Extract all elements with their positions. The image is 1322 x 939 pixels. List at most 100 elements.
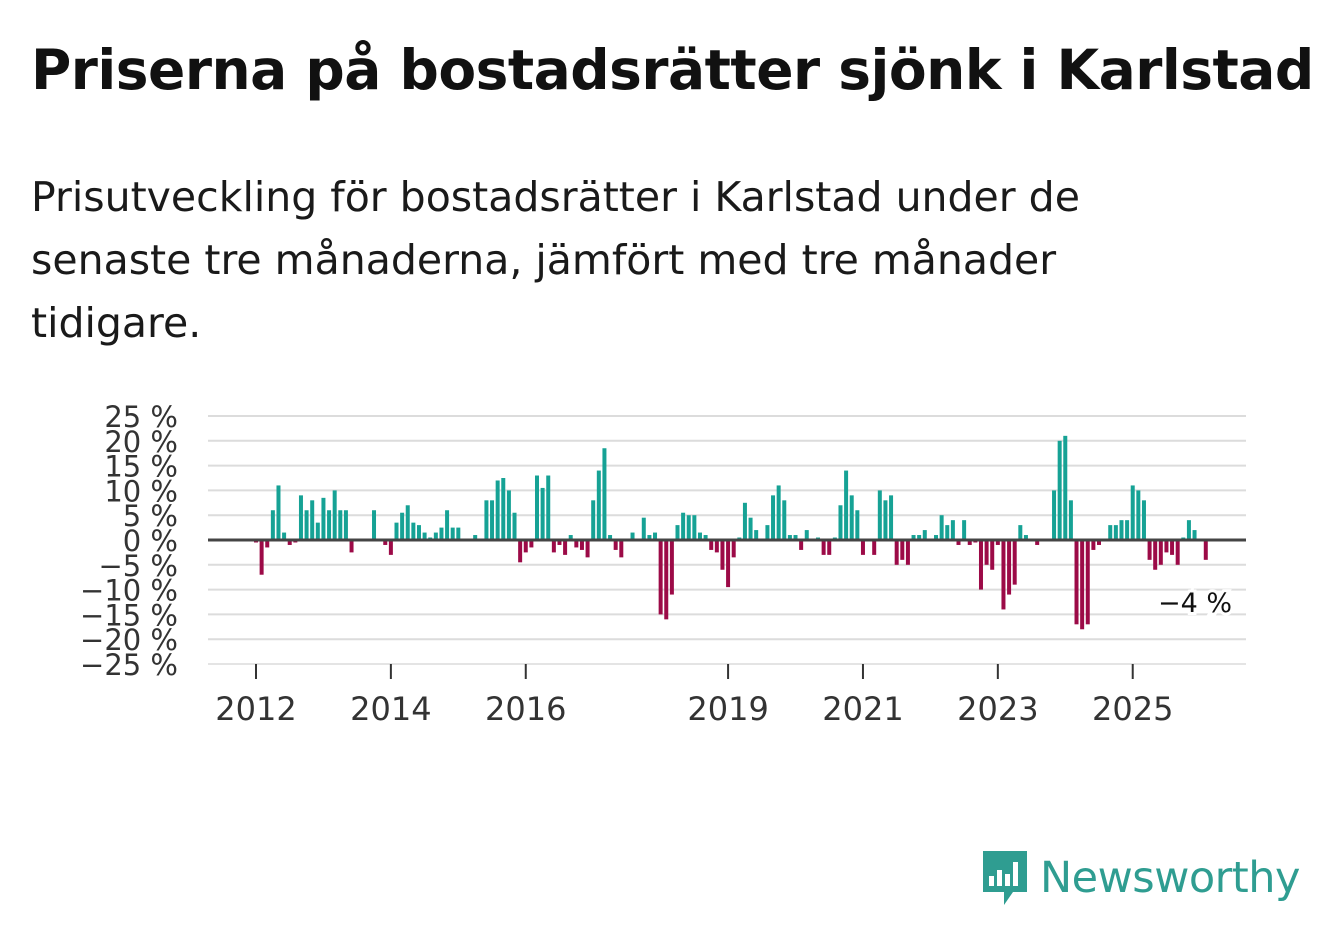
bar bbox=[984, 540, 989, 565]
bar bbox=[372, 510, 377, 540]
bar bbox=[619, 540, 624, 558]
bar bbox=[799, 540, 804, 550]
y-tick-label: 10 % bbox=[104, 474, 178, 508]
bar bbox=[692, 515, 697, 540]
bar bbox=[714, 540, 719, 553]
bar bbox=[1080, 540, 1085, 630]
bar bbox=[697, 532, 702, 540]
bar bbox=[962, 520, 967, 540]
bar bbox=[849, 495, 854, 540]
bar bbox=[776, 485, 781, 540]
bar bbox=[321, 497, 326, 540]
bar bbox=[535, 475, 539, 540]
bar bbox=[490, 500, 495, 540]
bar bbox=[433, 532, 438, 540]
bar bbox=[894, 540, 899, 565]
bar bbox=[405, 505, 410, 540]
bar bbox=[658, 540, 663, 615]
bars bbox=[254, 435, 1208, 630]
bar bbox=[557, 540, 562, 545]
bar bbox=[394, 522, 399, 540]
bar bbox=[484, 500, 489, 540]
x-tick-label: 2019 bbox=[687, 690, 768, 728]
bar bbox=[1130, 485, 1135, 540]
bar bbox=[1007, 540, 1012, 595]
bar bbox=[310, 500, 315, 540]
bar bbox=[1097, 540, 1101, 545]
y-tick-label: −5 % bbox=[98, 549, 178, 583]
bar bbox=[1023, 535, 1028, 540]
bar bbox=[315, 522, 320, 540]
x-tick-label: 2012 bbox=[215, 690, 296, 728]
bar bbox=[327, 510, 332, 540]
bar bbox=[709, 540, 714, 550]
chart-subtitle: Prisutveckling för bostadsrätter i Karls… bbox=[31, 173, 1080, 347]
y-tick-label: −25 % bbox=[80, 648, 178, 682]
bar bbox=[439, 527, 444, 540]
bar bbox=[900, 540, 905, 560]
newsworthy-logo-icon bbox=[983, 851, 1027, 905]
bar bbox=[332, 490, 337, 540]
bar bbox=[574, 540, 579, 548]
y-tick-label: 25 % bbox=[104, 400, 178, 434]
brand-logo: Newsworthy bbox=[980, 848, 1300, 908]
bar bbox=[872, 540, 877, 555]
bar bbox=[1012, 540, 1017, 585]
bar bbox=[349, 540, 354, 553]
bar bbox=[1158, 540, 1163, 565]
bar bbox=[1035, 540, 1040, 545]
bar bbox=[945, 525, 950, 540]
bar bbox=[265, 540, 270, 548]
bar bbox=[276, 485, 281, 540]
bar bbox=[495, 480, 500, 540]
bar bbox=[917, 535, 922, 540]
bar bbox=[1018, 525, 1023, 540]
bar bbox=[304, 510, 309, 540]
bar bbox=[877, 490, 882, 540]
bar bbox=[1164, 540, 1169, 553]
x-tick-label: 2014 bbox=[350, 690, 431, 728]
bar bbox=[1108, 525, 1113, 540]
bar bbox=[787, 535, 792, 540]
bar bbox=[1125, 520, 1130, 540]
x-tick-label: 2025 bbox=[1092, 690, 1173, 728]
x-tick-label: 2016 bbox=[485, 690, 566, 728]
bar bbox=[518, 540, 523, 563]
bar bbox=[383, 540, 388, 545]
bar bbox=[602, 448, 607, 540]
bar bbox=[343, 510, 348, 540]
bar bbox=[1153, 540, 1158, 570]
bar bbox=[259, 540, 264, 575]
y-tick-label: 15 % bbox=[104, 450, 178, 484]
bar bbox=[922, 530, 927, 540]
bar bbox=[287, 540, 292, 545]
bar bbox=[501, 478, 506, 540]
bar bbox=[1057, 440, 1062, 540]
bar bbox=[855, 510, 860, 540]
y-tick-label: 0 % bbox=[123, 524, 178, 558]
bar bbox=[400, 512, 405, 540]
bar bbox=[579, 540, 584, 550]
bar bbox=[506, 490, 511, 540]
bar bbox=[995, 540, 1000, 545]
bar bbox=[591, 500, 596, 540]
bar bbox=[416, 525, 421, 540]
bar bbox=[939, 515, 944, 540]
bar bbox=[1170, 540, 1175, 555]
bar bbox=[681, 512, 686, 540]
bar bbox=[563, 540, 568, 555]
bar bbox=[388, 540, 393, 555]
bar bbox=[338, 510, 343, 540]
bar bbox=[956, 540, 961, 545]
bar bbox=[742, 502, 747, 540]
bar bbox=[838, 505, 843, 540]
bar bbox=[1091, 540, 1096, 550]
bar bbox=[653, 532, 658, 540]
bar bbox=[754, 530, 759, 540]
bar bbox=[529, 540, 534, 548]
bar bbox=[1085, 540, 1090, 625]
bar bbox=[1192, 530, 1197, 540]
bar bbox=[546, 475, 551, 540]
bar bbox=[990, 540, 995, 570]
bar bbox=[934, 535, 939, 540]
